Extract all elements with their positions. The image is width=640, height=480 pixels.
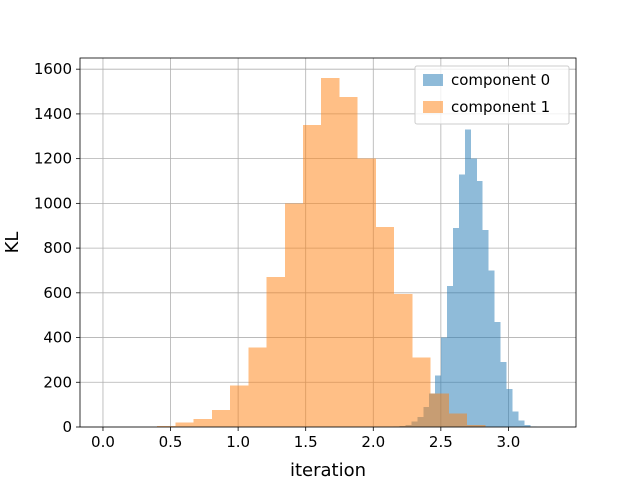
histogram-bar <box>464 129 471 427</box>
histogram-bar <box>339 97 358 428</box>
histogram-bar <box>488 270 495 427</box>
histogram-bar <box>453 227 459 427</box>
histogram-bar <box>512 411 519 427</box>
histogram-bar <box>441 337 448 427</box>
x-axis-ticks: 0.0 0.5 1.0 1.5 2.0 2.5 3.0 <box>91 427 520 451</box>
histogram-bar <box>524 424 531 427</box>
series-component-1 <box>157 78 486 428</box>
histogram-bar <box>230 385 249 427</box>
legend: component 0 component 1 <box>414 65 570 125</box>
y-tick-label: 600 <box>43 284 72 302</box>
histogram-bar <box>394 293 413 427</box>
histogram-bar <box>248 347 267 427</box>
y-tick-label: 1000 <box>34 194 72 212</box>
y-axis-ticks: 0 200 400 600 800 1000 1200 1400 1600 <box>34 60 80 436</box>
histogram-bar <box>500 362 507 427</box>
histogram-bar <box>284 203 303 427</box>
histogram-bar <box>302 125 322 427</box>
x-tick-label: 0.0 <box>91 433 115 451</box>
x-tick-label: 2.0 <box>361 433 385 451</box>
x-tick-label: 2.5 <box>429 433 453 451</box>
histogram-bar <box>518 420 525 427</box>
legend-swatch <box>423 101 443 113</box>
histogram-bar <box>375 226 395 427</box>
x-tick-label: 3.0 <box>496 433 520 451</box>
y-tick-label: 1600 <box>34 60 72 78</box>
histogram-bar <box>506 388 513 427</box>
histogram-bar <box>482 230 489 427</box>
x-axis-label: iteration <box>290 460 366 480</box>
histogram-bar <box>448 413 468 427</box>
legend-entry-label: component 0 <box>451 71 550 89</box>
histogram-bar <box>458 174 465 427</box>
y-tick-label: 0 <box>62 418 72 436</box>
x-tick-label: 1.0 <box>226 433 250 451</box>
x-tick-label: 1.5 <box>294 433 318 451</box>
histogram-bar <box>266 277 285 427</box>
y-tick-label: 400 <box>43 329 72 347</box>
histogram-bar <box>476 181 483 427</box>
y-tick-label: 800 <box>43 239 72 257</box>
histogram-bar <box>494 321 501 427</box>
histogram-bar <box>470 158 477 428</box>
histogram-bar <box>193 419 212 427</box>
legend-swatch <box>423 74 443 86</box>
y-axis-label: KL <box>2 232 23 254</box>
histogram-bar <box>447 286 454 427</box>
y-tick-label: 1200 <box>34 150 72 168</box>
histogram-bar <box>157 425 176 427</box>
histogram-bar <box>467 424 486 427</box>
histogram-bar <box>211 410 231 427</box>
axes-frame <box>79 57 577 428</box>
y-tick-label: 1400 <box>34 105 72 123</box>
histogram-bar <box>321 78 340 428</box>
histogram-bar <box>412 357 431 427</box>
y-tick-label: 200 <box>43 373 72 391</box>
legend-box <box>414 65 570 125</box>
histogram-bar <box>175 422 194 427</box>
histogram-bar <box>430 393 449 427</box>
legend-entry-label: component 1 <box>451 98 550 116</box>
x-tick-label: 0.5 <box>159 433 183 451</box>
histogram-bar <box>357 158 376 428</box>
